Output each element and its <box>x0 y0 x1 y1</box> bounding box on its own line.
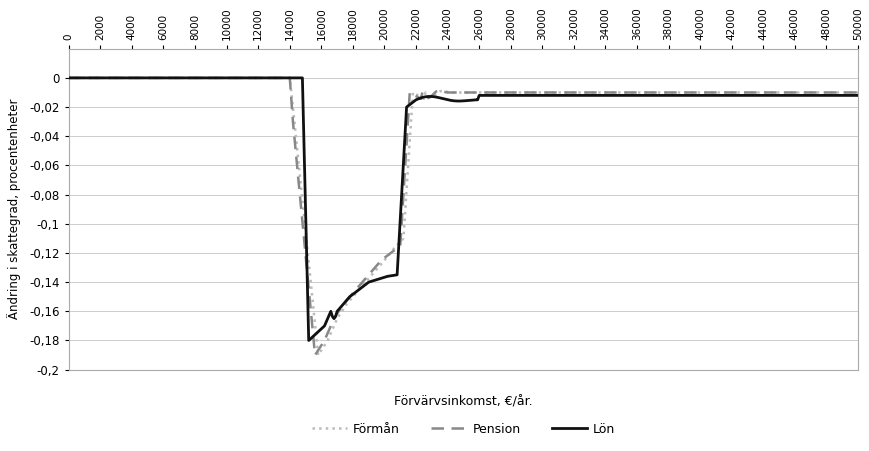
Pension <box>852 90 862 95</box>
Förmån <box>259 75 269 81</box>
Pension <box>573 90 583 95</box>
Pension <box>309 352 320 358</box>
Förmån <box>352 289 362 294</box>
Förmån <box>63 75 74 81</box>
Förmån <box>292 151 302 156</box>
Lön <box>63 75 74 81</box>
Förmån <box>313 352 323 358</box>
Lön <box>352 288 362 293</box>
Lön <box>292 75 302 81</box>
Lön <box>573 93 583 98</box>
Pension <box>63 75 74 81</box>
Text: Förvärvsinkomst, €/år.: Förvärvsinkomst, €/år. <box>394 396 532 408</box>
Lön <box>852 93 862 98</box>
Line: Pension: Pension <box>69 78 857 355</box>
Förmån <box>852 90 862 95</box>
Förmån <box>582 90 593 95</box>
Pension <box>259 75 269 81</box>
Lön <box>303 338 314 343</box>
Legend: Förmån, Pension, Lön: Förmån, Pension, Lön <box>306 418 620 441</box>
Pension <box>292 169 302 175</box>
Pension <box>352 285 362 290</box>
Line: Lön: Lön <box>69 78 857 341</box>
Lön <box>582 93 593 98</box>
Förmån <box>573 90 583 95</box>
Pension <box>718 90 728 95</box>
Lön <box>718 93 728 98</box>
Lön <box>259 75 269 81</box>
Förmån <box>718 90 728 95</box>
Pension <box>582 90 593 95</box>
Line: Förmån: Förmån <box>69 78 857 355</box>
Y-axis label: Ändring i skattegrad, procentenheter: Ändring i skattegrad, procentenheter <box>7 99 21 319</box>
